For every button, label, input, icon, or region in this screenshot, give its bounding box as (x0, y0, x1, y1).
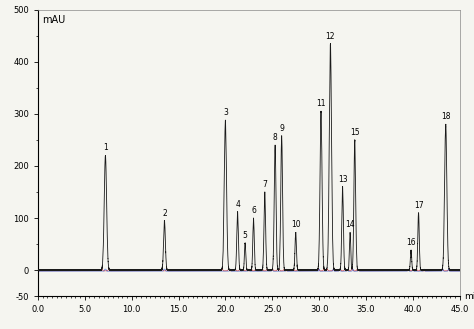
Text: 12: 12 (326, 32, 335, 40)
Text: 10: 10 (291, 220, 301, 230)
Text: 13: 13 (338, 175, 347, 184)
Text: 17: 17 (414, 201, 423, 210)
Text: 18: 18 (441, 112, 450, 121)
Text: min: min (465, 291, 474, 301)
Text: 8: 8 (273, 133, 277, 142)
Text: 14: 14 (345, 220, 355, 230)
Text: 6: 6 (251, 206, 256, 215)
Text: 15: 15 (350, 128, 360, 137)
Text: 4: 4 (235, 200, 240, 209)
Text: 11: 11 (316, 99, 326, 108)
Text: 5: 5 (243, 231, 247, 240)
Text: 16: 16 (406, 238, 416, 247)
Text: 2: 2 (162, 209, 167, 217)
Text: mAU: mAU (43, 15, 66, 25)
Text: 9: 9 (279, 124, 284, 133)
Text: 3: 3 (223, 108, 228, 117)
Text: 1: 1 (103, 143, 108, 152)
Text: 7: 7 (262, 180, 267, 189)
